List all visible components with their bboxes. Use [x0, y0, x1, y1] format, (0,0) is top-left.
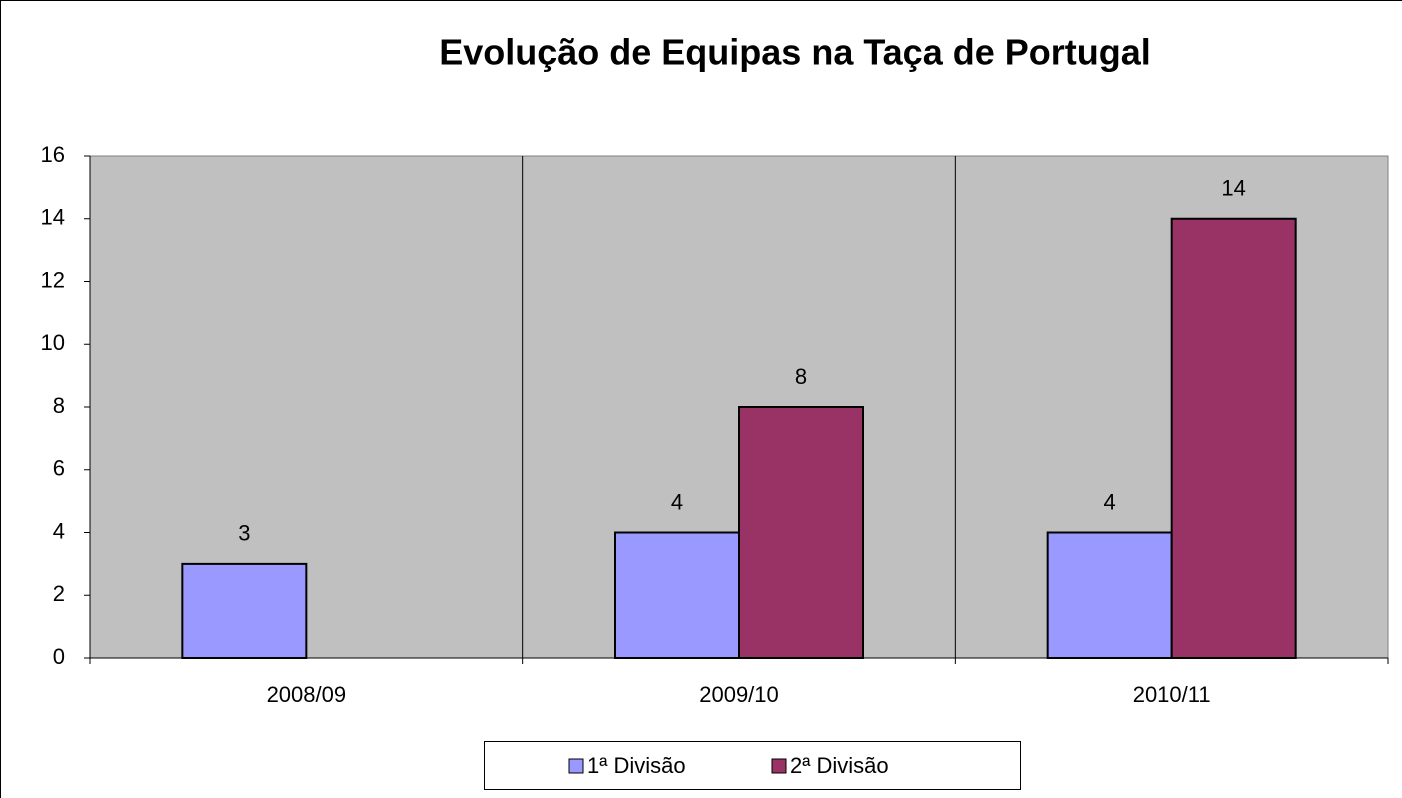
bar	[1046, 531, 1173, 659]
value-label: 4	[1104, 489, 1116, 514]
value-label: 3	[238, 521, 250, 546]
value-label: 8	[795, 364, 807, 389]
y-tick-label: 4	[53, 518, 65, 543]
chart-title: Evolução de Equipas na Taça de Portugal	[439, 32, 1151, 73]
y-tick-label: 12	[41, 267, 65, 292]
legend-label: 1ª Divisão	[587, 753, 686, 778]
legend-box	[484, 741, 1021, 790]
legend-swatch	[568, 758, 584, 774]
x-tick-label: 2008/09	[267, 682, 347, 707]
y-tick-label: 14	[41, 205, 65, 230]
y-tick-label: 0	[53, 644, 65, 669]
value-label: 4	[671, 489, 683, 514]
bar	[181, 562, 308, 659]
y-tick-label: 16	[41, 142, 65, 167]
legend-label: 2ª Divisão	[790, 753, 889, 778]
bar	[1170, 217, 1297, 659]
bar	[614, 531, 740, 659]
x-tick-label: 2009/10	[699, 682, 779, 707]
x-tick-label: 2010/11	[1133, 682, 1211, 707]
y-tick-label: 6	[53, 456, 65, 481]
value-label: 14	[1221, 176, 1245, 201]
bar	[738, 406, 864, 659]
legend-swatch	[771, 758, 787, 774]
y-tick-label: 8	[53, 393, 65, 418]
y-tick-label: 10	[41, 330, 65, 355]
y-tick-label: 2	[53, 581, 65, 606]
